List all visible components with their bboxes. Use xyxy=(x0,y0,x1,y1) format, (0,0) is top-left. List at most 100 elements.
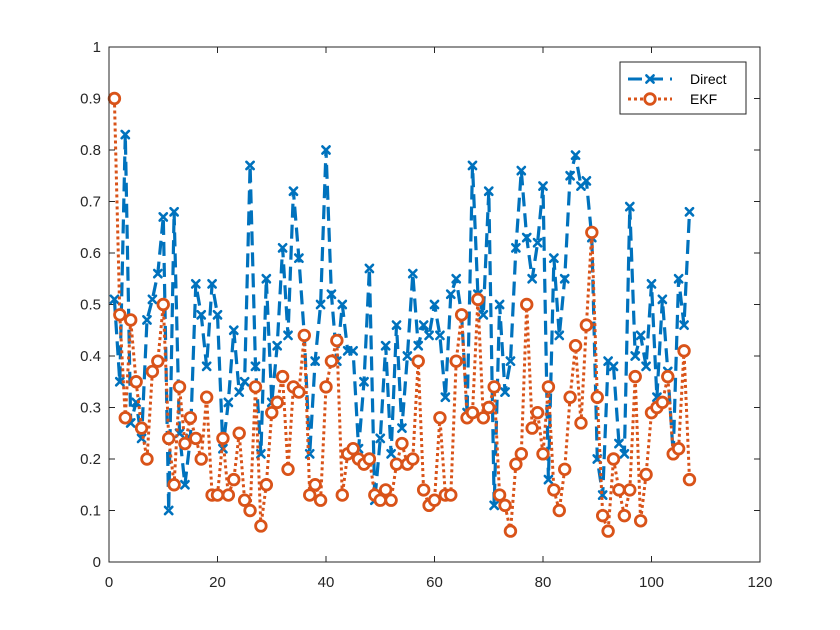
data-point-ekf xyxy=(465,405,480,420)
data-point-direct xyxy=(272,340,283,351)
data-point-ekf xyxy=(308,478,322,492)
data-point-ekf xyxy=(281,462,295,477)
x-tick-label: 60 xyxy=(426,574,443,591)
series-ekf xyxy=(107,91,697,538)
data-point-direct xyxy=(559,273,570,284)
y-tick-label: 0.2 xyxy=(80,451,101,468)
data-point-ekf xyxy=(151,354,165,368)
data-point-ekf xyxy=(123,313,138,327)
data-point-direct xyxy=(440,392,451,403)
data-point-direct xyxy=(169,206,179,217)
data-point-direct xyxy=(614,438,624,449)
data-point-direct xyxy=(657,294,668,305)
y-tick-label: 1 xyxy=(93,39,101,56)
data-point-ekf xyxy=(536,447,550,461)
data-point-ekf xyxy=(595,508,610,523)
data-point-ekf xyxy=(601,524,615,538)
data-point-ekf xyxy=(617,508,632,523)
data-point-ekf xyxy=(384,493,398,507)
data-point-direct xyxy=(630,351,641,361)
data-point-ekf xyxy=(362,452,377,466)
data-point-ekf xyxy=(503,524,518,538)
data-point-ekf xyxy=(330,333,344,348)
data-point-direct xyxy=(391,320,402,330)
data-point-direct xyxy=(359,376,369,387)
data-point-ekf xyxy=(254,519,268,533)
data-point-direct xyxy=(489,500,500,511)
data-point-direct xyxy=(310,356,321,367)
data-point-direct xyxy=(532,237,543,248)
data-point-ekf xyxy=(623,483,637,497)
data-point-direct xyxy=(500,387,510,397)
series-layer xyxy=(107,91,697,538)
legend-item-ekf: EKF xyxy=(628,91,717,107)
data-point-direct xyxy=(364,263,375,274)
data-point-ekf xyxy=(411,354,425,368)
data-point-ekf xyxy=(633,514,648,528)
data-point-ekf xyxy=(378,483,393,497)
data-point-ekf xyxy=(324,354,339,368)
data-point-direct xyxy=(326,289,337,300)
data-point-ekf xyxy=(476,411,491,425)
data-point-ekf xyxy=(498,498,512,513)
data-point-ekf xyxy=(655,395,670,410)
data-point-direct xyxy=(424,330,434,341)
data-point-ekf xyxy=(454,308,469,322)
data-point-direct xyxy=(445,289,456,300)
data-point-direct xyxy=(190,279,201,289)
data-point-direct xyxy=(293,253,304,264)
data-point-direct xyxy=(180,479,190,490)
data-point-ekf xyxy=(509,457,523,471)
data-point-ekf xyxy=(520,297,534,312)
x-tick-label: 100 xyxy=(639,574,664,591)
data-point-ekf xyxy=(406,452,420,466)
y-tick-label: 0.5 xyxy=(80,297,101,314)
data-point-direct xyxy=(261,273,272,284)
data-point-ekf xyxy=(221,488,236,502)
data-point-ekf xyxy=(525,421,539,435)
data-point-direct xyxy=(684,206,695,217)
data-point-ekf xyxy=(113,308,127,322)
data-point-direct xyxy=(435,330,445,341)
data-point-direct xyxy=(673,273,684,284)
data-point-ekf xyxy=(346,442,360,456)
data-point-direct xyxy=(114,376,125,387)
data-point-ekf xyxy=(118,411,132,425)
x-tick-label: 80 xyxy=(535,574,552,591)
data-point-direct xyxy=(619,448,630,459)
data-point-direct xyxy=(283,330,293,341)
data-point-ekf xyxy=(194,452,208,466)
data-point-ekf xyxy=(216,431,230,446)
data-point-ekf xyxy=(161,431,176,446)
data-point-direct xyxy=(223,397,234,408)
data-point-direct xyxy=(207,279,217,289)
data-point-direct xyxy=(315,299,326,310)
data-point-ekf xyxy=(178,436,192,451)
data-point-direct xyxy=(494,299,505,310)
data-point-ekf xyxy=(628,369,642,384)
y-tick-label: 0.9 xyxy=(80,91,101,108)
data-point-direct xyxy=(538,181,548,191)
data-point-ekf xyxy=(373,493,387,507)
axis-ticks: 0 20 40 60 80 100 120 0 0.1 0.2 0.3 0.4 0.5 0.6 0.7 0.8… xyxy=(80,39,772,591)
data-point-direct xyxy=(109,294,120,305)
data-point-direct xyxy=(608,361,619,372)
data-point-direct xyxy=(386,448,396,459)
data-point-direct xyxy=(380,340,391,351)
data-point-ekf xyxy=(275,369,290,384)
legend-item-direct: Direct xyxy=(628,71,727,87)
data-point-direct xyxy=(245,160,255,171)
x-tick-label: 20 xyxy=(209,574,226,591)
data-point-direct xyxy=(516,165,527,176)
y-tick-label: 0.6 xyxy=(80,245,101,262)
data-point-ekf xyxy=(585,225,599,240)
data-point-ekf xyxy=(427,493,442,507)
data-point-direct xyxy=(483,186,494,197)
data-point-ekf xyxy=(107,91,122,106)
data-point-direct xyxy=(288,186,299,197)
x-tick-label: 40 xyxy=(318,574,335,591)
data-point-ekf xyxy=(335,488,349,502)
data-point-ekf xyxy=(682,472,697,487)
data-point-ekf xyxy=(433,411,447,425)
y-tick-label: 0.1 xyxy=(80,503,101,520)
